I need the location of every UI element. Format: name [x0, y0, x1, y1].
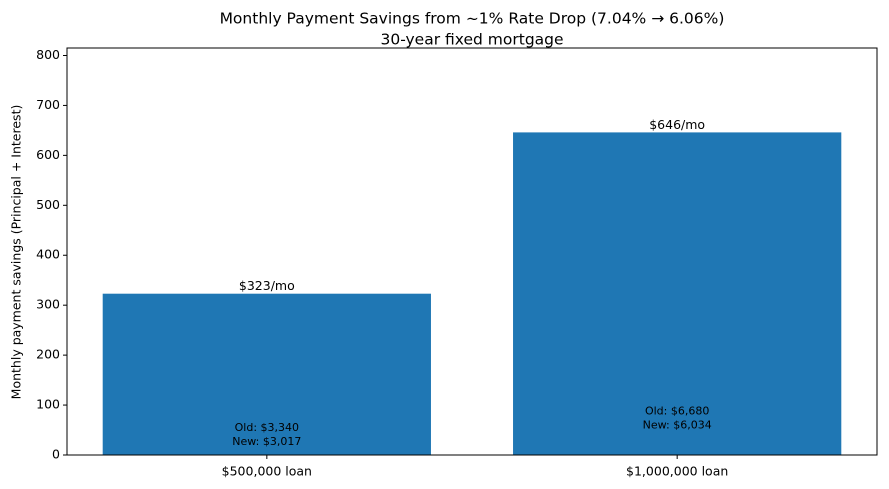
y-tick-label: 600: [36, 147, 60, 162]
plot-frame: [66, 47, 878, 456]
bar-annotation: New: $6,034: [643, 419, 712, 432]
y-tick-label: 800: [36, 47, 60, 62]
bar: [513, 132, 842, 456]
y-tick-label: 700: [36, 97, 60, 112]
bar-annotation: Old: $3,340: [235, 421, 299, 434]
y-tick-label: 200: [36, 347, 60, 362]
x-tick-label: $1,000,000 loan: [626, 464, 728, 479]
y-tick-label: 500: [36, 197, 60, 212]
y-tick-label: 0: [52, 447, 60, 462]
bar-annotation: New: $3,017: [232, 435, 301, 448]
chart-title: Monthly Payment Savings from ~1% Rate Dr…: [220, 10, 725, 28]
y-tick-label: 300: [36, 297, 60, 312]
y-axis-label: Monthly payment savings (Principal + Int…: [9, 105, 24, 400]
bar: [102, 293, 431, 455]
value-label: $323/mo: [239, 278, 295, 293]
value-label: $646/mo: [649, 117, 705, 132]
x-tick-label: $500,000 loan: [222, 464, 312, 479]
chart-subtitle: 30-year fixed mortgage: [380, 31, 563, 49]
y-tick-label: 400: [36, 247, 60, 262]
y-tick-label: 100: [36, 397, 60, 412]
bar-annotation: Old: $6,680: [645, 405, 709, 418]
